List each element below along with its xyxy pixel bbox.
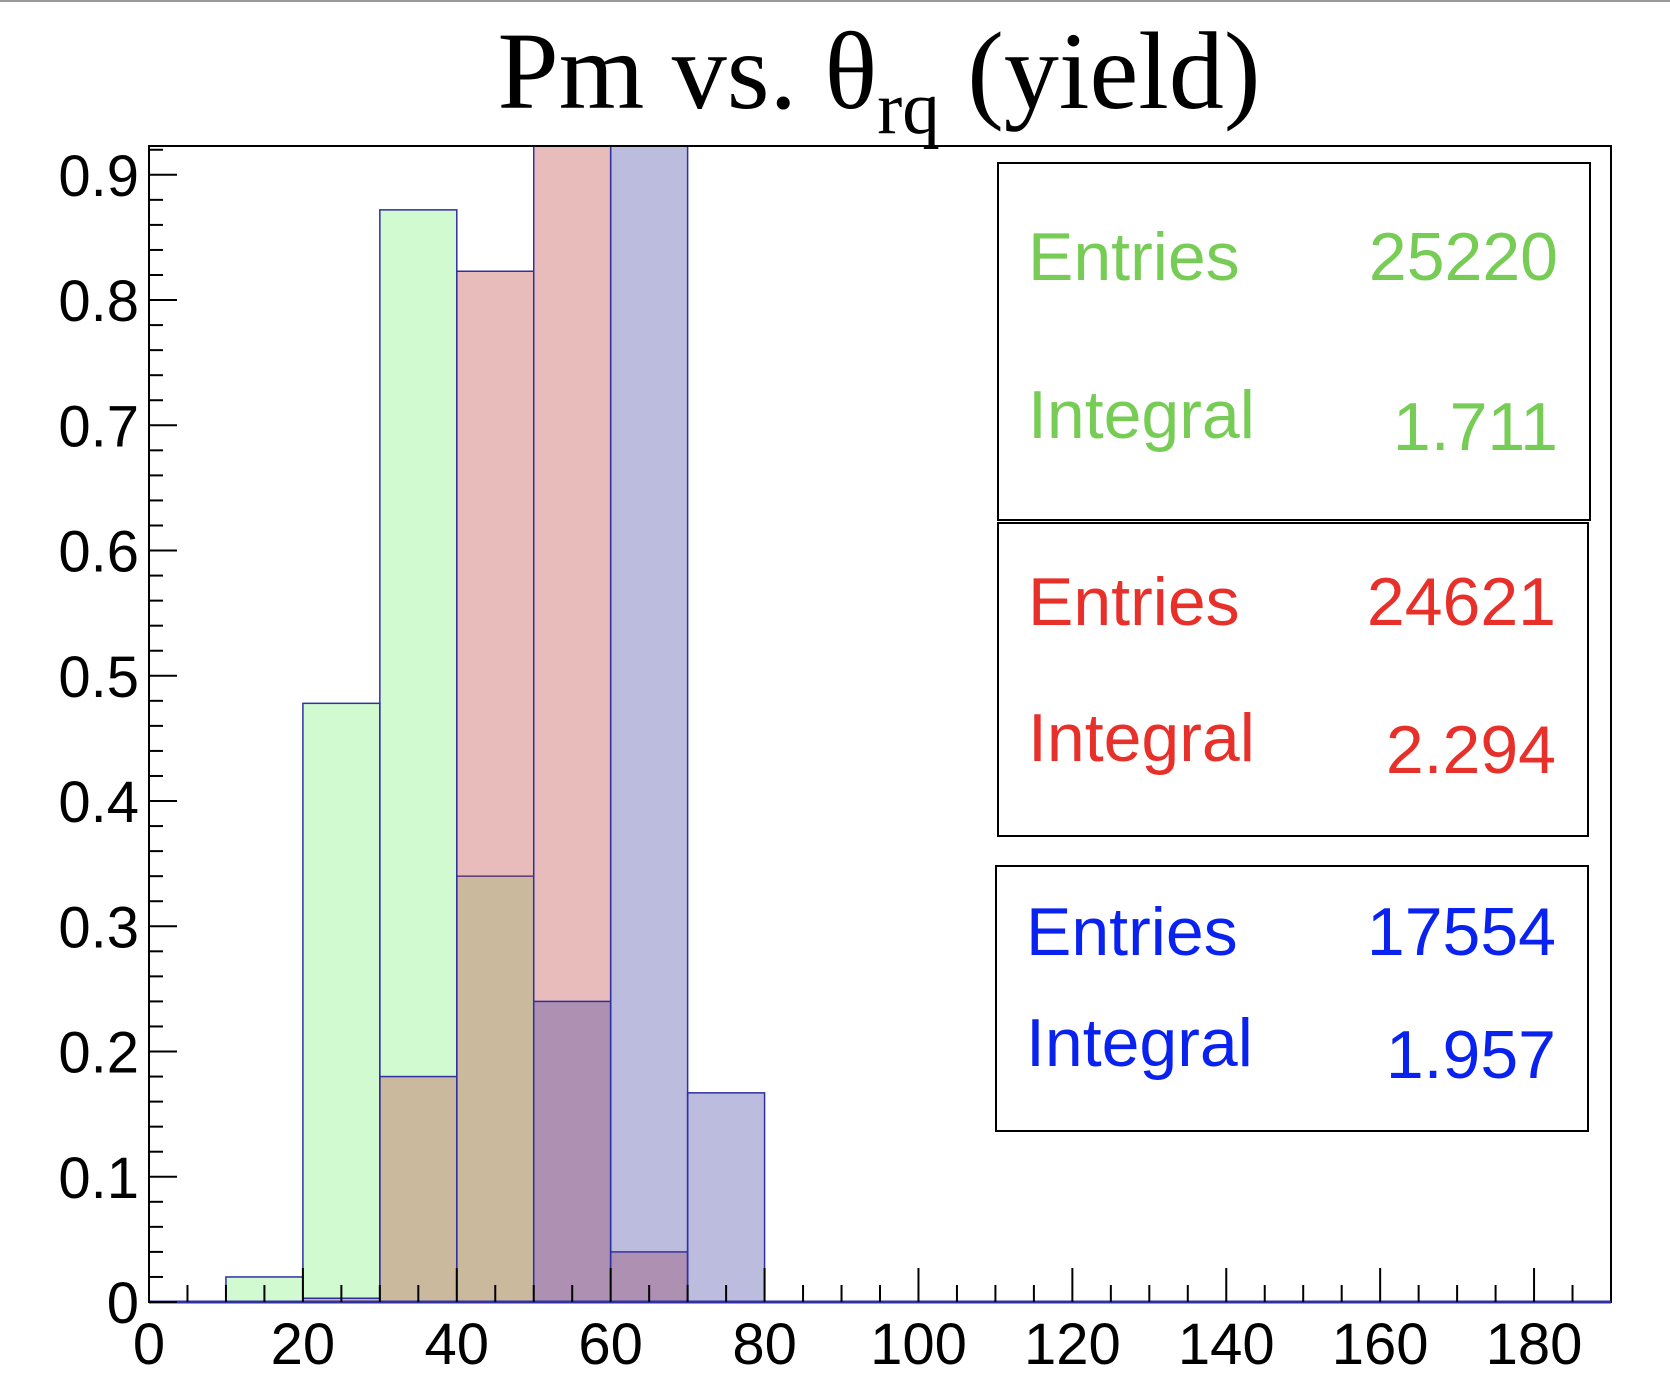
title-sub: rq	[877, 67, 939, 150]
y-tick-label: 0.8	[58, 269, 139, 334]
histogram-bar	[609, 146, 689, 1302]
y-tick-label: 0.7	[58, 394, 139, 459]
x-tick-label: 0	[133, 1312, 165, 1377]
stats-label: Integral	[1028, 377, 1255, 453]
stats-box	[997, 162, 1591, 521]
stats-label: Entries	[1028, 219, 1240, 295]
x-tick-label: 40	[425, 1312, 490, 1377]
histogram-bar	[379, 209, 458, 1302]
histogram-bar	[532, 1000, 612, 1302]
stats-value: 1.711	[1393, 389, 1558, 465]
y-tick-label: 0.2	[58, 1021, 139, 1086]
x-tick-label: 60	[578, 1312, 643, 1377]
chart-title: Pm vs. θrq (yield)	[498, 10, 1261, 150]
y-tick-label: 0.3	[58, 895, 139, 960]
histogram-bar	[686, 1092, 766, 1302]
y-tick-label: 0	[107, 1271, 139, 1336]
x-tick-label: 180	[1486, 1312, 1583, 1377]
stats-label: Entries	[1026, 894, 1238, 970]
stats-value: 24621	[1367, 564, 1556, 640]
x-tick-label: 160	[1332, 1312, 1429, 1377]
x-tick-label: 140	[1178, 1312, 1275, 1377]
title-main: Pm vs. θ	[498, 10, 878, 132]
title-end: (yield)	[940, 10, 1261, 132]
stats-box	[997, 522, 1589, 837]
x-tick-label: 120	[1024, 1312, 1121, 1377]
histogram-bar	[456, 270, 535, 1302]
stats-value: 25220	[1369, 219, 1558, 295]
stats-label: Integral	[1026, 1005, 1253, 1081]
histogram-bar	[379, 1075, 458, 1302]
stats-value: 2.294	[1386, 712, 1556, 788]
x-tick-label: 20	[271, 1312, 336, 1377]
y-tick-label: 0.4	[58, 770, 139, 835]
stats-label: Entries	[1028, 564, 1240, 640]
stats-value: 17554	[1367, 894, 1556, 970]
y-tick-label: 0.6	[58, 520, 139, 585]
x-tick-label: 80	[732, 1312, 797, 1377]
y-tick-label: 0.9	[58, 144, 139, 209]
stats-box	[995, 865, 1589, 1132]
x-tick-label: 100	[870, 1312, 967, 1377]
y-tick-label: 0.1	[58, 1146, 139, 1211]
plot-area	[225, 146, 766, 1302]
stats-label: Integral	[1028, 700, 1255, 776]
stats-value: 1.957	[1386, 1017, 1556, 1093]
histogram-bar	[302, 702, 381, 1302]
y-tick-label: 0.5	[58, 645, 139, 710]
